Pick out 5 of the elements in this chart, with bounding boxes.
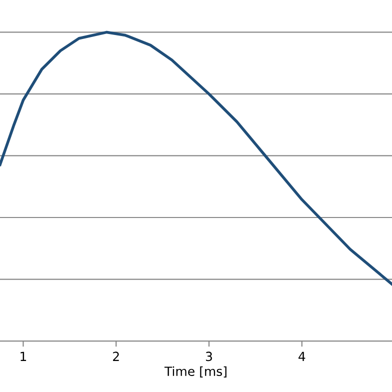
x-tick-label: 3 [206,352,212,362]
x-tick-label: 2 [113,352,119,361]
x-tick-label: 1 [20,352,26,361]
x-axis-title: Time [ms] [164,366,226,378]
x-tick-label: 4 [298,352,306,361]
